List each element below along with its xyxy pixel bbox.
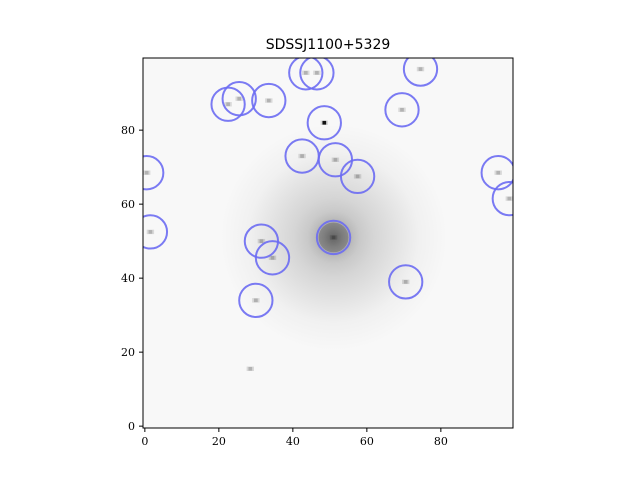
- source-marker-circle: [299, 58, 335, 91]
- source-marker-circle: [315, 219, 352, 256]
- source-marker-circle: [288, 58, 324, 91]
- y-axis: 0 20 40 60 80: [121, 124, 143, 433]
- source-pixel: [143, 170, 151, 175]
- source-pixel-core: [303, 70, 308, 75]
- lens-core-glow: [306, 210, 361, 265]
- source-pixel: [313, 70, 321, 76]
- source-marker-circle: [306, 105, 342, 141]
- x-tick-label: 0: [141, 435, 148, 448]
- x-tick-label: 20: [212, 435, 226, 448]
- source-pixel-core: [237, 96, 242, 101]
- source-pixel-core: [270, 255, 275, 260]
- source-pixel: [235, 96, 243, 101]
- chart-title: SDSSJ1100+5329: [266, 37, 391, 53]
- y-tick-label: 20: [121, 346, 135, 359]
- source-pixel: [494, 170, 502, 175]
- bright-source-pixel: [322, 120, 327, 125]
- source-marker-circle: [480, 155, 513, 191]
- lens-galaxy-glow: [219, 123, 448, 352]
- source-pixel-core: [226, 102, 230, 107]
- source-pixel: [146, 229, 155, 235]
- source-marker-circle: [251, 82, 287, 119]
- source-markers: [143, 58, 513, 319]
- source-pixel-core: [403, 280, 408, 284]
- source-pixels: [143, 66, 513, 372]
- source-pixel: [268, 255, 277, 261]
- source-pixel: [402, 279, 410, 285]
- source-marker-circle: [238, 282, 274, 319]
- source-pixel-core: [333, 157, 338, 162]
- source-marker-circle: [402, 58, 439, 87]
- y-tick-label: 40: [121, 272, 135, 285]
- source-pixel: [353, 174, 362, 179]
- x-tick-label: 60: [360, 435, 374, 448]
- source-pixel-core: [248, 366, 253, 371]
- source-pixel-core: [400, 107, 404, 112]
- source-pixel: [298, 153, 306, 159]
- source-pixel: [224, 102, 232, 107]
- source-marker-circle: [143, 214, 169, 250]
- x-tick-label: 40: [286, 435, 300, 448]
- source-pixel-core: [355, 174, 360, 179]
- source-pixel-core: [148, 230, 153, 234]
- source-pixel-core: [315, 70, 319, 75]
- source-marker-circle: [491, 180, 513, 217]
- source-pixel: [329, 235, 338, 240]
- image-panel: [143, 58, 513, 428]
- source-pixel-core: [266, 98, 271, 103]
- source-marker-circle: [143, 155, 165, 191]
- source-pixel: [265, 98, 273, 103]
- source-pixel: [257, 238, 266, 244]
- y-tick-label: 80: [121, 124, 135, 137]
- source-pixel: [331, 157, 340, 162]
- source-pixel: [416, 66, 425, 72]
- source-marker-circle: [221, 81, 257, 117]
- source-pixel: [505, 196, 513, 201]
- source-marker-circle: [388, 264, 424, 300]
- y-tick-label: 60: [121, 198, 135, 211]
- y-tick-label: 0: [128, 420, 135, 433]
- x-axis: 0 20 40 60 80: [141, 428, 448, 448]
- lens-core: [318, 222, 349, 253]
- source-pixel-core: [259, 239, 264, 243]
- source-marker-circle: [384, 92, 420, 128]
- source-pixel: [252, 298, 260, 303]
- source-pixel-core: [300, 154, 304, 158]
- source-pixel: [246, 366, 254, 372]
- axes-frame: [142, 57, 514, 429]
- source-pixel-core: [144, 170, 149, 175]
- x-tick-label: 80: [434, 435, 448, 448]
- source-marker-circle: [254, 240, 291, 276]
- source-pixel: [398, 107, 406, 113]
- source-pixel-core: [331, 235, 336, 240]
- source-pixel-core: [496, 170, 501, 175]
- source-pixel-core: [254, 298, 258, 303]
- source-marker-circle: [339, 158, 376, 195]
- source-pixel: [302, 70, 310, 76]
- source-pixel-core: [418, 67, 423, 71]
- source-pixel-core: [507, 196, 512, 201]
